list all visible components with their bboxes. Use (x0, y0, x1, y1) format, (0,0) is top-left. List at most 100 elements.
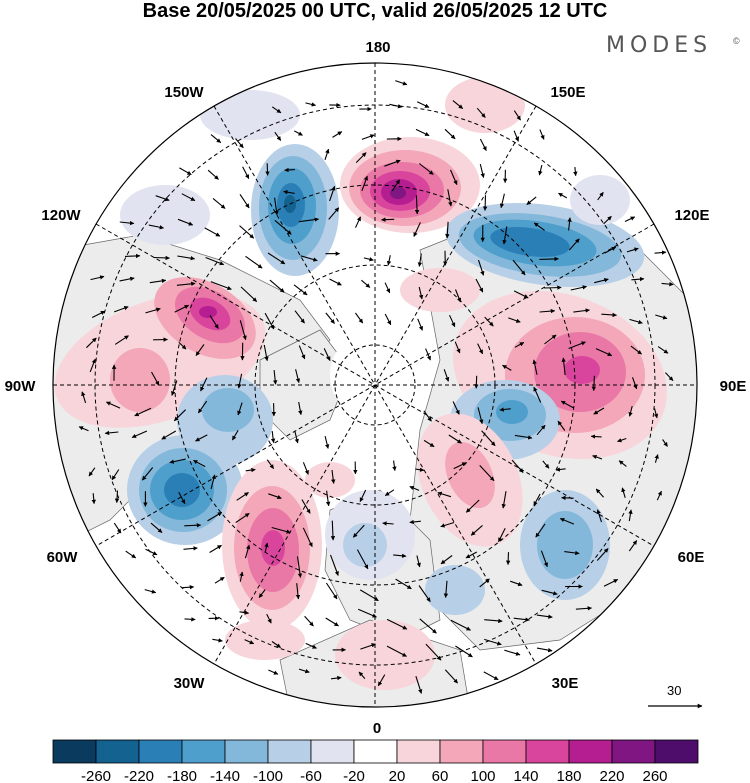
wind-vector (363, 257, 374, 262)
wind-vector (444, 128, 456, 140)
wind-vector (231, 430, 239, 441)
wind-vector (271, 641, 281, 648)
wind-vector (535, 523, 546, 538)
wind-vector (630, 345, 642, 355)
wind-vector (601, 312, 617, 318)
wind-vector (395, 80, 408, 86)
colorbar-swatch (224, 739, 269, 764)
wind-vector (212, 197, 226, 209)
wind-vector (114, 306, 129, 313)
wind-vector (125, 550, 137, 559)
label-90w: 90W (5, 378, 37, 395)
wind-vector (294, 130, 303, 136)
wind-vector (417, 253, 423, 267)
wind-vector (361, 279, 371, 288)
wind-vector (481, 430, 496, 447)
wind-vector (409, 485, 420, 491)
wind-vector (294, 430, 299, 444)
wind-vector (414, 195, 420, 215)
colorbar-tick-label: -220 (124, 768, 154, 783)
wind-vector (361, 175, 368, 191)
wind-vector (148, 224, 165, 230)
wind-vector (504, 649, 521, 656)
wind-vector (510, 580, 523, 587)
wind-vector (384, 489, 395, 497)
wind-vector (423, 439, 435, 448)
wind-vector (328, 207, 340, 220)
wind-vector (268, 493, 282, 500)
wind-vector (596, 509, 603, 523)
wind-vector (603, 215, 612, 225)
wind-vector (171, 380, 178, 396)
wind-vector (244, 544, 251, 559)
wind-vector (419, 618, 437, 634)
wind-vector (324, 435, 330, 449)
wind-vector (498, 528, 506, 543)
wind-vector (296, 556, 303, 578)
wind-vector (621, 487, 626, 498)
wind-vector (555, 467, 566, 472)
wind-vector (415, 467, 425, 472)
wind-vector (210, 474, 216, 490)
wind-vector (501, 491, 507, 509)
wind-vector (134, 407, 152, 417)
wind-vector (302, 462, 309, 475)
wind-vector (179, 167, 192, 176)
wind-vector (354, 312, 364, 324)
ural-high (417, 413, 523, 547)
wind-vector (567, 217, 572, 231)
wind-vector (445, 221, 450, 239)
wind-vector (595, 348, 613, 357)
wind-vector (207, 511, 223, 522)
wind-vector (662, 439, 668, 447)
colorbar-tick-label: 260 (642, 768, 667, 783)
wind-vector (182, 584, 195, 590)
wind-vector (271, 526, 291, 534)
wind-vector (298, 401, 303, 416)
wind-vector (145, 307, 161, 314)
bering-high (340, 137, 480, 233)
label-30e: 30E (552, 675, 579, 692)
wind-vector (212, 638, 223, 643)
wind-vector (409, 519, 421, 525)
wind-vector (91, 310, 106, 318)
wind-vector (513, 110, 521, 121)
colorbar-swatch (396, 739, 441, 764)
wind-vector (356, 549, 369, 570)
colorbar-swatch (482, 739, 527, 764)
wind-vector (384, 282, 391, 294)
wind-vector (499, 193, 505, 209)
wind-vector (357, 608, 377, 618)
wind-vector (325, 617, 339, 627)
wind-vector (482, 195, 488, 211)
wind-vector (176, 281, 196, 286)
wind-vector (274, 197, 279, 216)
wind-vector (330, 520, 336, 541)
wind-vector (444, 669, 459, 684)
label-90e: 90E (720, 378, 747, 395)
scandinavia-weak-low (325, 490, 415, 580)
wind-vector (124, 253, 141, 259)
wind-vector (325, 490, 331, 507)
wind-vector (573, 167, 578, 177)
wind-vector (511, 459, 524, 473)
wind-vector (386, 645, 407, 657)
colorbar-tick-label: 20 (389, 768, 406, 783)
colorbar-tick-label: 180 (556, 768, 581, 783)
colorbar: -260 -220 -180 -140 -100 -60 -20 20 60 100 140 180 2… (52, 739, 699, 783)
wind-vector (325, 312, 335, 324)
map-border (52, 62, 698, 708)
wind-vector (514, 434, 533, 440)
wind-vector (544, 285, 562, 290)
wind-vector (245, 255, 263, 269)
wind-vector (443, 580, 449, 598)
wind-vector (593, 407, 605, 415)
wind-vector (242, 166, 250, 179)
wind-vector (361, 134, 375, 140)
colorbar-swatch (353, 739, 398, 764)
wind-vector (415, 676, 423, 694)
wind-vector (505, 552, 511, 566)
wind-vector (210, 134, 222, 144)
wind-vector (377, 674, 386, 687)
